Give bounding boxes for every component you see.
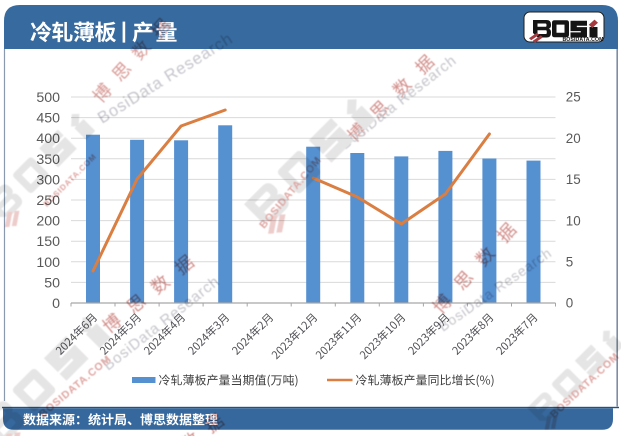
svg-text:10: 10: [566, 213, 581, 228]
svg-text:150: 150: [36, 234, 60, 250]
svg-text:500: 500: [36, 90, 60, 106]
svg-text:15: 15: [566, 172, 581, 187]
svg-text:50: 50: [44, 275, 60, 291]
svg-text:100: 100: [36, 255, 60, 271]
svg-text:0: 0: [52, 296, 60, 312]
svg-text:250: 250: [36, 193, 60, 209]
svg-text:25: 25: [566, 90, 581, 105]
svg-text:5: 5: [566, 255, 573, 270]
svg-text:200: 200: [36, 214, 60, 230]
svg-text:450: 450: [36, 111, 60, 127]
svg-text:0: 0: [566, 296, 573, 311]
svg-text:20: 20: [566, 131, 581, 146]
